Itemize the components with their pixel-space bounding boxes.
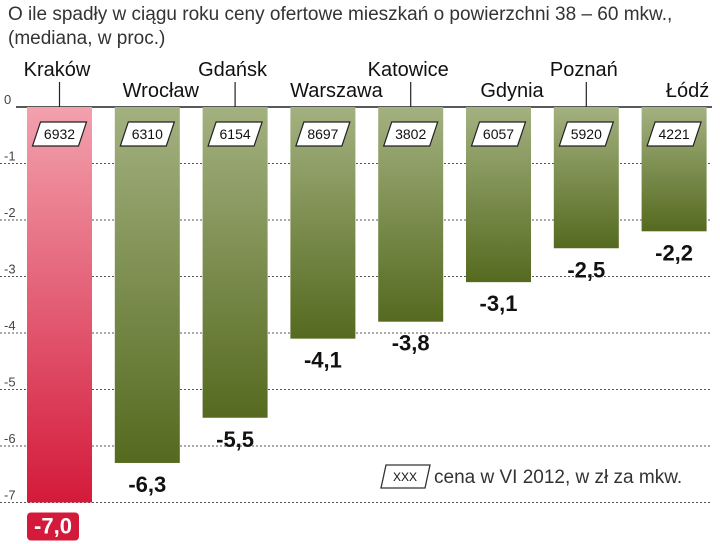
value-label: -3,8 (392, 331, 430, 356)
price-label: 3802 (395, 126, 426, 142)
legend-sample-box (380, 464, 431, 489)
y-tick-label: -1 (4, 149, 16, 164)
y-tick-label: -3 (4, 262, 16, 277)
bar (202, 107, 268, 418)
bars (27, 107, 707, 503)
value-label: -2,5 (567, 257, 605, 282)
category-label: Gdynia (480, 80, 544, 102)
price-badge (31, 121, 88, 147)
price-label: 8697 (307, 126, 338, 142)
price-badge (295, 121, 351, 147)
value-label: -4,1 (304, 348, 342, 373)
chart-title-line-2: (mediana, w proc.) (8, 28, 166, 49)
price-badge (382, 121, 439, 147)
chart-title-line-1: O ile spadły w ciągu roku ceny ofertowe … (8, 4, 673, 25)
y-tick-label: -5 (4, 375, 16, 390)
y-tick-label: 0 (4, 92, 11, 107)
legend: XXX cena w VI 2012, w zł za mkw. (380, 464, 682, 489)
category-label: Poznań (550, 59, 618, 81)
category-label: Katowice (368, 59, 449, 81)
category-label: Łódź (666, 80, 709, 102)
category-label: Wrocław (123, 80, 200, 102)
price-badge (646, 121, 702, 147)
price-badge (119, 121, 176, 147)
value-label: -6,3 (128, 472, 166, 497)
bar (27, 107, 92, 503)
price-label: 6057 (483, 126, 514, 142)
price-badge (207, 121, 263, 147)
category-label: Warszawa (290, 80, 383, 102)
legend-sample-text: XXX (393, 470, 417, 484)
value-label: -7,0 (34, 514, 72, 539)
y-tick-label: -7 (4, 488, 16, 503)
price-badge (558, 121, 615, 147)
value-label: -5,5 (216, 427, 254, 452)
price-label: 6932 (44, 126, 75, 142)
y-tick-label: -6 (4, 431, 16, 446)
labels: 0 -1 -2 -3 -4 -5 -6 -7 Kraków 6932 -7,0 Wrocław 6310… (4, 59, 709, 541)
chart-title: O ile spadły w ciągu roku ceny ofertowe … (8, 3, 720, 51)
price-label: 5920 (571, 126, 602, 142)
price-label: 6310 (132, 126, 163, 142)
price-label: 4221 (659, 126, 690, 142)
price-badge (470, 121, 527, 147)
value-label: -3,1 (480, 291, 518, 316)
value-label-highlight-bg (27, 512, 79, 541)
bar (114, 107, 180, 463)
category-label: Gdańsk (198, 59, 268, 81)
legend-text: cena w VI 2012, w zł za mkw. (434, 467, 682, 488)
y-tick-label: -4 (4, 318, 16, 333)
value-label: -2,2 (655, 240, 693, 265)
category-label: Kraków (24, 59, 91, 81)
y-tick-label: -2 (4, 205, 16, 220)
price-label: 6154 (220, 126, 251, 142)
